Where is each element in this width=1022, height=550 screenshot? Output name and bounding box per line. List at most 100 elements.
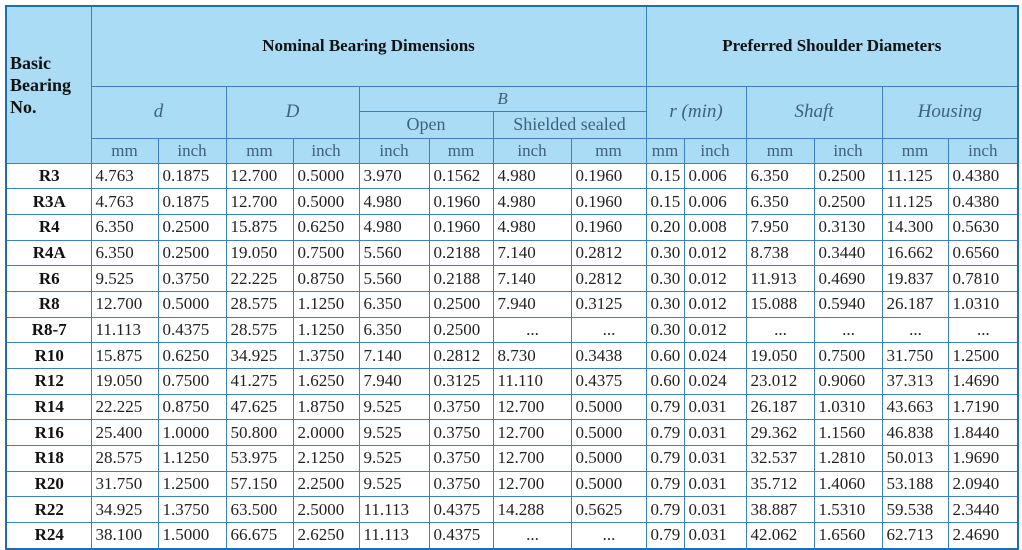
cell: 0.5000 [570, 445, 647, 472]
cell: 11.113 [358, 522, 430, 550]
cell: 0.79 [645, 496, 685, 524]
cell: 0.1562 [428, 162, 494, 190]
d-header: d [90, 85, 227, 139]
cell: 8.738 [745, 239, 815, 267]
cell: ... [492, 522, 572, 550]
cell: 0.1875 [157, 162, 227, 190]
cell: ... [947, 316, 1019, 344]
cell: 12.700 [90, 290, 159, 318]
cell: 0.031 [683, 393, 747, 421]
table-row: R18 28.575 1.1250 53.975 2.1250 9.525 0.3750 12… [5, 445, 1019, 472]
cell: 0.30 [645, 265, 685, 292]
cell: 0.1875 [157, 188, 227, 215]
cell: 1.8440 [947, 419, 1019, 447]
cell: 12.700 [225, 188, 294, 215]
cell: 1.6250 [292, 368, 360, 395]
table-row: R3 4.763 0.1875 12.700 0.5000 3.970 0.1562 4.98… [5, 162, 1019, 190]
cell: 28.575 [225, 316, 294, 344]
cell: 0.8750 [292, 265, 360, 292]
cell: 16.662 [881, 239, 949, 267]
cell: 22.225 [90, 393, 159, 421]
bearing-no: R6 [5, 265, 92, 292]
cell: 12.700 [492, 419, 572, 447]
cell: 7.140 [492, 265, 572, 292]
cell: 37.313 [881, 368, 949, 395]
cell: 1.2810 [813, 445, 883, 472]
cell: 2.0000 [292, 419, 360, 447]
cell: 0.2188 [428, 265, 494, 292]
preferred-header: Preferred Shoulder Diameters [645, 5, 1019, 87]
bearing-no: R12 [5, 368, 92, 395]
cell: 11.113 [358, 496, 430, 524]
cell: 0.1960 [570, 162, 647, 190]
table-row: R12 19.050 0.7500 41.275 1.6250 7.940 0.3125 11… [5, 368, 1019, 395]
cell: 0.4380 [947, 162, 1019, 190]
cell: 0.3750 [428, 470, 494, 498]
cell: 2.0940 [947, 470, 1019, 498]
cell: 12.700 [225, 162, 294, 190]
cell: 0.9060 [813, 368, 883, 395]
cell: 22.225 [225, 265, 294, 292]
unit-label: mm [225, 137, 294, 164]
cell: 2.3440 [947, 496, 1019, 524]
bearing-table: Basic Bearing No. Nominal Bearing Dimens… [5, 5, 1020, 550]
cell: 28.575 [90, 445, 159, 472]
cell: 0.2500 [157, 213, 227, 241]
cell: 0.2500 [428, 316, 494, 344]
cell: 0.031 [683, 496, 747, 524]
cell: 0.1960 [570, 213, 647, 241]
cell: 14.288 [492, 496, 572, 524]
cell: 6.350 [90, 213, 159, 241]
table-row: R8-7 11.113 0.4375 28.575 1.1250 6.350 0.2500.… [5, 316, 1019, 344]
cell: 1.1250 [157, 445, 227, 472]
cell: 0.4375 [570, 368, 647, 395]
shaft-header: Shaft [745, 85, 883, 139]
table-header: Basic Bearing No. Nominal Bearing Dimens… [5, 5, 1019, 164]
cell: 0.3750 [428, 393, 494, 421]
cell: 1.4060 [813, 470, 883, 498]
header-text: Basic Bearing No. [10, 52, 71, 117]
cell: 4.980 [492, 188, 572, 215]
cell: 0.30 [645, 316, 685, 344]
cell: 9.525 [358, 419, 430, 447]
cell: 0.2812 [428, 342, 494, 369]
cell: 19.837 [881, 265, 949, 292]
cell: 0.3125 [570, 290, 647, 318]
cell: 0.2812 [570, 265, 647, 292]
nominal-header: Nominal Bearing Dimensions [90, 5, 647, 87]
table-row: R4A 6.350 0.2500 19.050 0.7500 5.560 0.2188 7.1… [5, 239, 1019, 267]
unit-label: mm [428, 137, 494, 164]
cell: 38.100 [90, 522, 159, 550]
cell: 0.5000 [157, 290, 227, 318]
housing-header: Housing [881, 85, 1019, 139]
cell: 31.750 [90, 470, 159, 498]
table-row: R3A 4.763 0.1875 12.700 0.5000 4.980 0.1960 4.9… [5, 188, 1019, 215]
cell: 6.350 [745, 188, 815, 215]
cell: 1.9690 [947, 445, 1019, 472]
cell: 50.013 [881, 445, 949, 472]
cell: 4.980 [358, 213, 430, 241]
cell: 19.050 [745, 342, 815, 369]
cell: 0.1960 [570, 188, 647, 215]
cell: 0.031 [683, 419, 747, 447]
cell: 11.110 [492, 368, 572, 395]
D-header: D [225, 85, 360, 139]
cell: 0.5000 [292, 162, 360, 190]
header-row: Basic Bearing No. Nominal Bearing Dimens… [5, 5, 1019, 164]
cell: 0.79 [645, 522, 685, 550]
unit-label: mm [645, 137, 685, 164]
units-row: mm inch mm inch inch mm inch mm mm inch mm inch mm in… [6, 137, 1019, 164]
unit-label: mm [881, 137, 949, 164]
cell: 0.024 [683, 368, 747, 395]
cell: 1.1250 [292, 316, 360, 344]
cell: 43.663 [881, 393, 949, 421]
cell: 0.3750 [157, 265, 227, 292]
cell: 0.2500 [813, 162, 883, 190]
cell: 8.730 [492, 342, 572, 369]
cell: 6.350 [745, 162, 815, 190]
cell: 19.050 [225, 239, 294, 267]
cell: 50.800 [225, 419, 294, 447]
cell: ... [492, 316, 572, 344]
cell: 9.525 [90, 265, 159, 292]
